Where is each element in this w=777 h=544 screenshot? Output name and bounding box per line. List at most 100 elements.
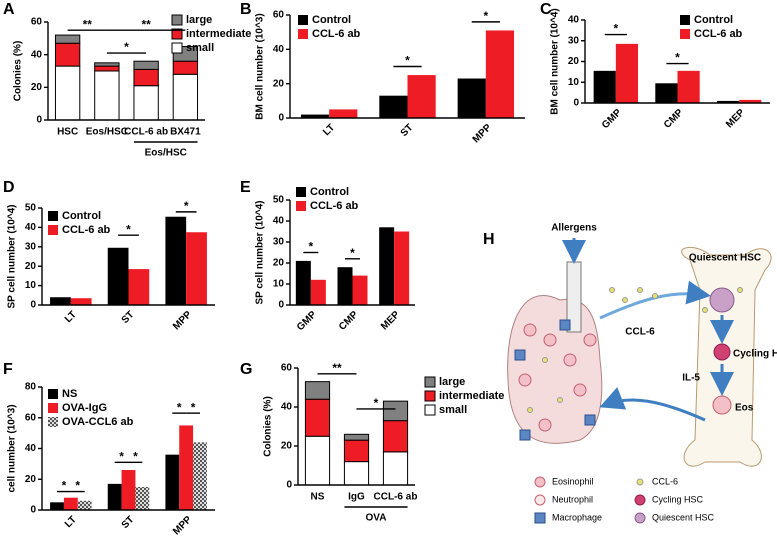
bar [77,500,92,510]
significance-label: * [126,222,131,236]
bar [379,95,408,118]
legend-label: CCL-6 [652,476,678,486]
legend-swatch [680,15,690,25]
legend-label: Quiescent HSC [652,512,715,522]
x-tick-label: BX471 [170,127,201,138]
legend-swatch [48,403,58,413]
legend-label: Control [312,14,351,26]
diagram-label: Quiescent HSC [689,253,761,264]
bar [379,227,395,305]
significance-label: * [119,450,124,464]
legend-swatch [298,15,308,25]
legend-swatch [424,376,436,388]
bar [485,30,515,119]
y-tick-label: 20 [281,441,293,452]
legend-icon [534,512,546,524]
significance-label: ** [141,17,151,31]
legend-swatch [48,211,58,221]
bar [716,100,740,103]
bar-segment [382,420,409,453]
bar-segment [94,70,120,121]
diagram-label: Eos [735,403,754,414]
legend-label: small [186,42,214,54]
y-axis-title: Colonies (%) [263,396,274,457]
legend-label: large [439,376,465,388]
bar-segment [304,398,331,437]
y-tick-label: 0 [30,505,36,516]
y-tick-label: 10 [273,279,285,290]
legend-icon [634,494,646,506]
x-tick-label: MPP [171,514,194,537]
quiescent-hsc-cell [709,287,735,313]
legend-icon [534,494,546,506]
legend-label: intermediate [439,390,504,402]
significance-label: * [405,54,410,68]
bar-segment [304,381,331,400]
y-tick-label: 20 [568,56,580,67]
bar-segment [133,85,159,121]
significance-label: * [483,9,488,23]
bar [615,43,639,103]
bar [300,114,330,118]
bar [107,483,122,510]
legend-label: Eosinophil [552,476,594,486]
y-tick-label: 40 [31,49,43,60]
bar-segment [94,62,120,67]
y-tick-label: 60 [273,10,285,21]
x-tick-label: MPP [171,309,194,332]
bar [457,78,486,118]
bar-segment [382,400,409,422]
legend-swatch [171,42,183,54]
x-tick-label: MPP [471,122,494,145]
panel-label: G [240,361,252,378]
diagram-h: H Allergens Quiescent HSC CCL-6 Cycling … [483,223,777,524]
x-tick-label: NS [311,492,325,503]
y-axis-title: cell number (10^3) [7,404,18,492]
significance-label: ** [332,361,342,375]
bar [295,260,311,305]
x-tick-label: CMP [337,309,361,333]
y-tick-label: 80 [25,382,37,393]
panel-label: H [483,231,495,248]
bar [121,470,136,510]
y-tick-label: 20 [273,78,285,89]
legend-label: Cycling HSC [652,494,704,504]
bar [394,231,410,305]
legend-swatch [680,29,690,39]
bar-segment [343,433,370,441]
bar [70,298,92,305]
y-tick-label: 40 [568,15,580,26]
lung-cells [518,323,597,432]
legend-label: CCL-6 ab [312,28,361,40]
panel-label: D [3,179,15,196]
x-tick-label: LT [63,514,79,530]
y-axis-title: SP cell number (10^4) [7,204,18,308]
legend-label: NS [62,388,77,400]
arrow [599,387,706,422]
legend-label: CCL-6 ab [62,224,111,236]
panel-label: F [3,361,13,378]
bar-segment [133,68,159,87]
legend-label: small [439,404,467,416]
y-tick-label: 60 [281,363,293,374]
x-tick-label: ST [120,514,137,531]
legend-icon [634,512,646,524]
bar [107,247,129,305]
x-tick-label: IgG [348,492,365,503]
bar [50,502,64,510]
x-tick-label: GMP [295,309,319,333]
x-tick-label: MEP [724,107,747,130]
y-tick-label: 30 [25,241,37,252]
y-tick-label: 20 [273,258,285,269]
y-tick-label: 0 [278,113,284,124]
bar [310,279,326,305]
cycling-hsc-cell [713,343,731,361]
y-tick-label: 10 [25,280,37,291]
x-tick-label: LT [321,122,337,138]
diagram-label: CCL-6 [625,327,655,338]
y-tick-label: 60 [25,412,37,423]
legend-swatch [48,389,58,399]
legend-swatch [48,225,58,235]
y-tick-label: 20 [31,82,43,93]
x-tick-label: LT [63,309,79,325]
